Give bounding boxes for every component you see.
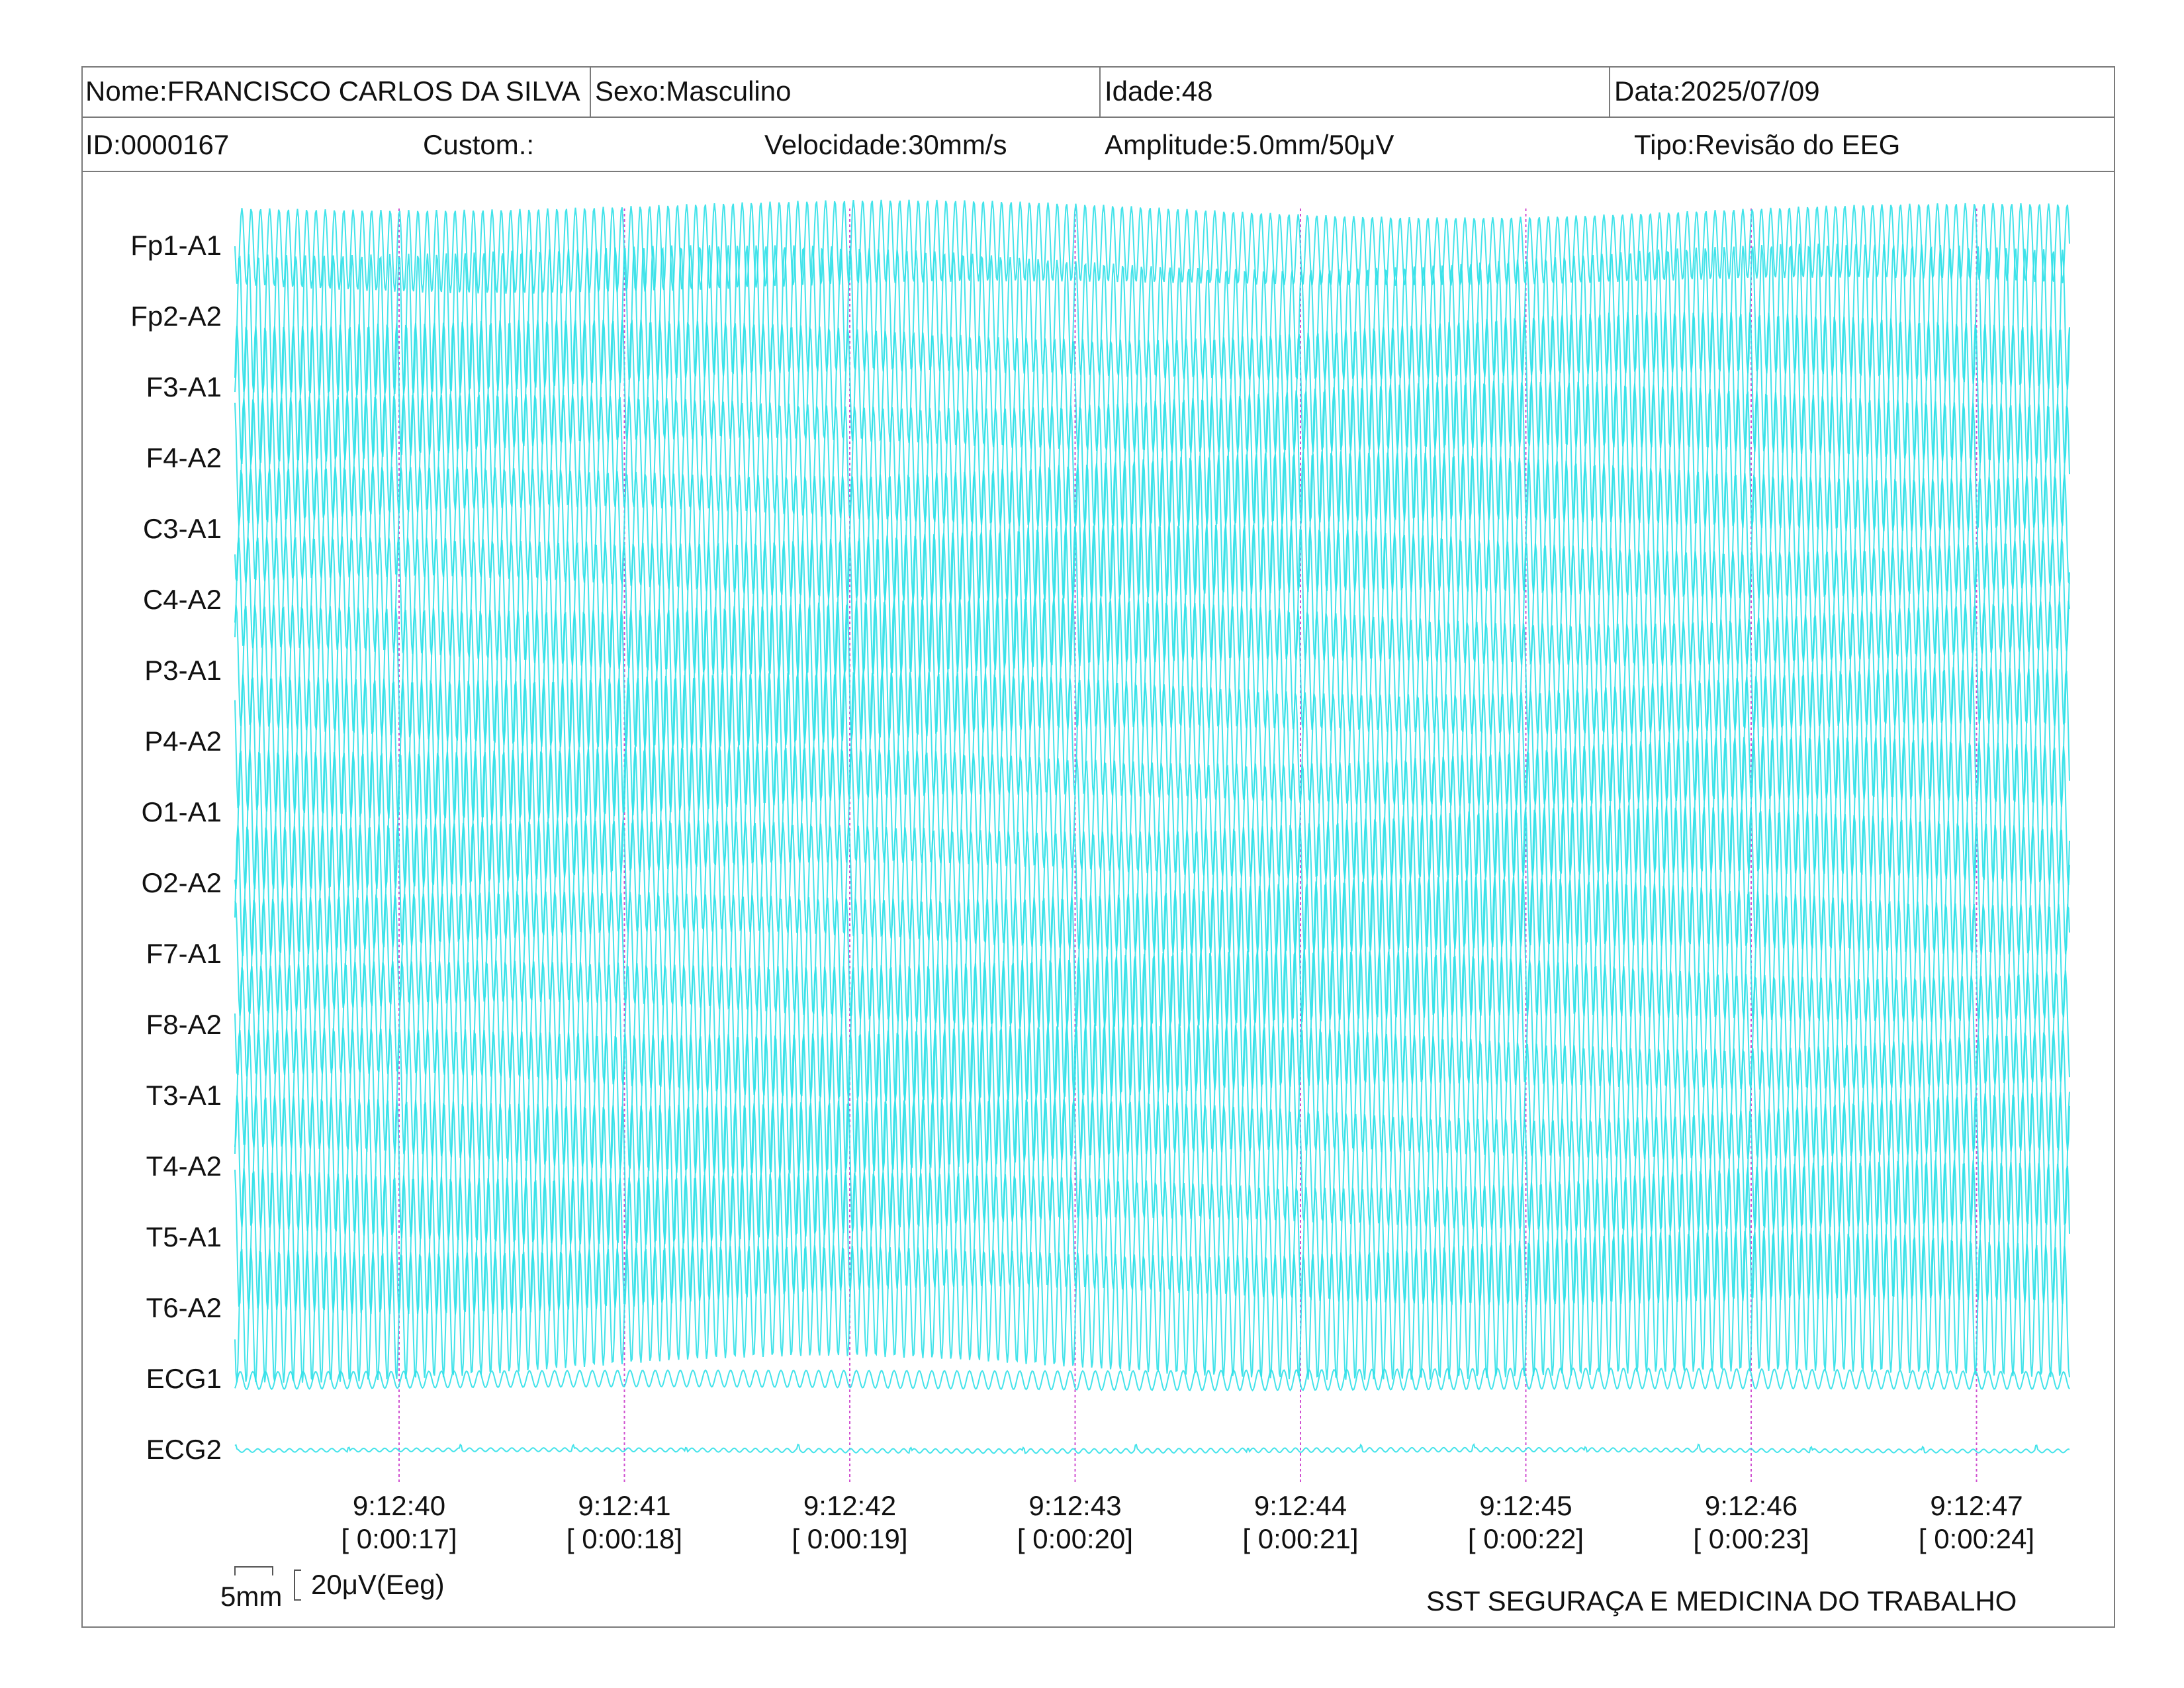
eeg-trace-c4-a2 xyxy=(234,523,2070,677)
header-row-2: ID:0000167 Custom.: Velocidade:30mm/s Am… xyxy=(81,119,2115,172)
eeg-trace-o1-a1 xyxy=(234,735,2070,891)
patient-age: Idade:48 xyxy=(1101,66,1610,117)
lead-label: C3-A1 xyxy=(142,513,222,544)
time-marker-label: 9:12:46[ 0:00:23] xyxy=(1665,1489,1837,1556)
lead-label: F8-A2 xyxy=(146,1009,222,1040)
eeg-trace-f3-a1 xyxy=(234,311,2070,465)
lead-label: O1-A1 xyxy=(141,796,222,827)
lead-label: O2-A2 xyxy=(141,867,222,898)
lead-label: T4-A2 xyxy=(146,1150,222,1182)
patient-sex: Sexo:Masculino xyxy=(591,66,1101,117)
time-marker-label: 9:12:42[ 0:00:19] xyxy=(764,1489,936,1556)
time-clock: 9:12:40 xyxy=(352,1490,446,1521)
custom-field: Custom.: xyxy=(423,129,535,160)
time-elapsed: [ 0:00:24] xyxy=(1918,1523,2035,1554)
lead-label: F7-A1 xyxy=(146,938,222,969)
time-marker-label: 9:12:47[ 0:00:24] xyxy=(1891,1489,2063,1556)
lead-label: T3-A1 xyxy=(146,1080,222,1111)
patient-name: Nome:FRANCISCO CARLOS DA SILVA xyxy=(81,66,591,117)
lead-label: T5-A1 xyxy=(146,1221,222,1252)
time-elapsed: [ 0:00:19] xyxy=(792,1523,908,1554)
time-elapsed: [ 0:00:20] xyxy=(1017,1523,1134,1554)
lead-label: F4-A2 xyxy=(146,442,222,473)
exam-type: Tipo:Revisão do EEG xyxy=(1634,129,1901,160)
time-clock: 9:12:43 xyxy=(1028,1490,1122,1521)
lead-label: T6-A2 xyxy=(146,1292,222,1323)
time-clock: 9:12:47 xyxy=(1930,1490,2023,1521)
time-clock: 9:12:45 xyxy=(1479,1490,1572,1521)
lead-label: Fp2-A2 xyxy=(130,301,222,332)
lead-label: ECG1 xyxy=(146,1363,222,1394)
time-clock: 9:12:42 xyxy=(803,1490,897,1521)
header-row-1: Nome:FRANCISCO CARLOS DA SILVA Sexo:Masc… xyxy=(81,66,2115,118)
eeg-trace-o2-a2 xyxy=(234,805,2070,957)
time-marker-label: 9:12:41[ 0:00:18] xyxy=(539,1489,711,1556)
time-elapsed: [ 0:00:23] xyxy=(1693,1523,1809,1554)
lead-label: F3-A1 xyxy=(146,371,222,402)
eeg-trace-ecg1 xyxy=(234,1367,2070,1391)
time-elapsed: [ 0:00:21] xyxy=(1242,1523,1359,1554)
time-clock: 9:12:44 xyxy=(1253,1490,1347,1521)
time-clock: 9:12:41 xyxy=(578,1490,671,1521)
speed-setting: Velocidade:30mm/s xyxy=(764,129,1007,160)
lead-label: Fp1-A1 xyxy=(130,230,222,261)
lead-label: ECG2 xyxy=(146,1434,222,1465)
scale-time-label: 5mm xyxy=(220,1581,283,1612)
amplitude-setting: Amplitude:5.0mm/50μV xyxy=(1105,129,1394,160)
eeg-trace-c3-a1 xyxy=(234,451,2070,602)
time-marker-label: 9:12:43[ 0:00:20] xyxy=(989,1489,1161,1556)
eeg-trace-p4-a2 xyxy=(234,667,2070,821)
time-elapsed: [ 0:00:18] xyxy=(566,1523,683,1554)
eeg-trace-fp1-a1 xyxy=(234,199,2070,294)
time-marker-label: 9:12:44[ 0:00:21] xyxy=(1214,1489,1387,1556)
eeg-trace-t6-a2 xyxy=(234,1230,2070,1383)
eeg-trace-t3-a1 xyxy=(234,1023,2070,1174)
eeg-trace-ecg2 xyxy=(234,1443,2070,1454)
scale-amp-label: 20μV(Eeg) xyxy=(311,1569,445,1600)
time-marker-label: 9:12:45[ 0:00:22] xyxy=(1440,1489,1612,1556)
lead-label: P4-A2 xyxy=(144,726,222,757)
eeg-trace-fp2-a2 xyxy=(234,244,2070,396)
clinic-name: SST SEGURAÇA E MEDICINA DO TRABALHO xyxy=(1426,1585,2017,1617)
patient-id: ID:0000167 xyxy=(85,129,230,160)
exam-date: Data:2025/07/09 xyxy=(1614,75,1820,107)
time-marker-label: 9:12:40[ 0:00:17] xyxy=(313,1489,485,1556)
time-elapsed: [ 0:00:17] xyxy=(341,1523,457,1554)
lead-label: P3-A1 xyxy=(144,655,222,686)
scale-bar-icon xyxy=(234,1566,301,1601)
eeg-trace-f8-a2 xyxy=(234,949,2070,1102)
report-frame xyxy=(81,66,2115,1628)
lead-label: C4-A2 xyxy=(142,584,222,615)
time-elapsed: [ 0:00:22] xyxy=(1467,1523,1584,1554)
time-clock: 9:12:46 xyxy=(1704,1490,1798,1521)
